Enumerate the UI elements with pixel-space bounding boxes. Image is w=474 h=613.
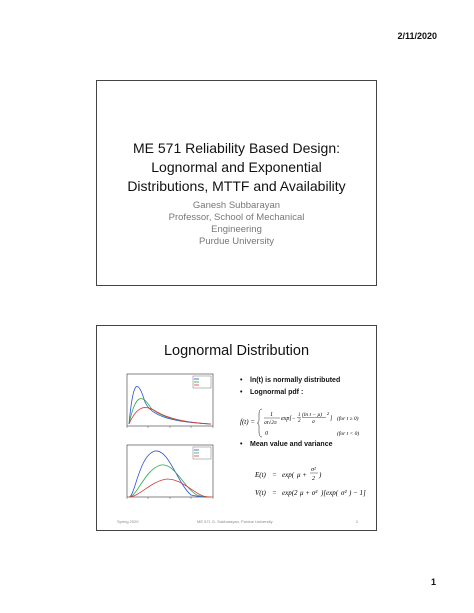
slide-subtitle: Ganesh Subbarayan Professor, School of M… (97, 200, 376, 248)
pdf-curve-1 (128, 386, 212, 425)
lognormal-pdf-formula: f(t) = 1 σt√2π exp[− 1 2 (ln t − μ) σ 2 … (240, 406, 370, 442)
author-name: Ganesh Subbarayan (192, 200, 281, 211)
footer-slide-number: 2 (355, 519, 358, 524)
title-slide: ME 571 Reliability Based Design: Lognorm… (96, 80, 377, 286)
pdf-plot-bottom-svg (126, 444, 214, 499)
svg-text:(ln t − μ): (ln t − μ) (302, 411, 322, 418)
variance-formula-svg: V(t) = exp(2 μ + σ² )[exp( σ² ) − 1] (255, 489, 366, 497)
pdf-curve-3 (128, 478, 212, 498)
footer-course: ME 571 G. Subbarayan, Purdue University (197, 519, 273, 524)
svg-text:μ +: μ + (297, 471, 307, 479)
author-affiliation: Purdue University (199, 236, 274, 247)
author-position: Engineering (211, 224, 262, 235)
pdf-curve-3 (128, 407, 212, 425)
pdf-plot-top (121, 372, 217, 432)
mean-formula: E(t) = exp( μ + σ² 2 ) (254, 464, 365, 486)
svg-text:1: 1 (298, 413, 301, 418)
svg-text:σ²: σ² (311, 467, 316, 473)
svg-text:): ) (318, 471, 322, 479)
svg-text:]: ] (329, 416, 333, 422)
bullet-item: ln(t) is normally distributed (240, 376, 340, 385)
footer-date: Spring 2020 (117, 519, 139, 524)
page-number: 1 (430, 577, 436, 587)
svg-text:E(t): E(t) (255, 471, 267, 479)
svg-text:(for t ≥ 0): (for t ≥ 0) (337, 415, 359, 422)
svg-text:=: = (272, 471, 277, 479)
mean-formula-svg: E(t) = exp( μ + σ² 2 ) (254, 467, 322, 482)
svg-text:2: 2 (312, 476, 315, 482)
svg-text:1: 1 (270, 412, 273, 418)
svg-text:μ + σ²: μ + σ² (300, 489, 318, 497)
slide-title: Lognormal Distribution (163, 343, 310, 359)
svg-text:2: 2 (327, 411, 330, 416)
pdf-formula-svg: f(t) = 1 σt√2π exp[− 1 2 (ln t − μ) σ 2 … (240, 408, 359, 438)
pdf-curve-1 (128, 450, 212, 498)
svg-text:σ: σ (312, 419, 315, 425)
svg-text:)[exp(: )[exp( (320, 489, 339, 497)
title-line: Distributions, MTTF and Availability (127, 178, 346, 194)
svg-text:exp[−: exp[− (281, 416, 296, 422)
pdf-plot-top-svg (126, 373, 214, 428)
svg-text:2: 2 (298, 419, 301, 424)
title-line: Lognormal and Exponential (151, 159, 322, 175)
bullet-item: Mean value and variance (240, 440, 332, 449)
variance-formula: V(t) = exp(2 μ + σ² )[exp( σ² ) − 1] (255, 485, 373, 501)
svg-text:f(t) =: f(t) = (240, 418, 255, 426)
svg-text:0: 0 (265, 431, 268, 437)
svg-text:) − 1]: ) − 1] (348, 489, 366, 497)
svg-text:V(t): V(t) (255, 489, 267, 497)
slide-title: ME 571 Reliability Based Design: Lognorm… (97, 139, 376, 196)
svg-text:=: = (272, 489, 277, 497)
pdf-plot-bottom (121, 443, 217, 503)
lognormal-slide: Lognormal Distribution (96, 325, 377, 531)
svg-text:σ²: σ² (341, 489, 347, 497)
page-date: 2/11/2020 (397, 31, 437, 41)
author-position: Professor, School of Mechanical (168, 212, 305, 223)
svg-text:(for t < 0): (for t < 0) (337, 430, 359, 437)
svg-text:σt√2π: σt√2π (264, 419, 277, 426)
bullet-item: Lognormal pdf : (240, 388, 303, 397)
title-line: ME 571 Reliability Based Design: (133, 140, 340, 156)
svg-text:exp(: exp( (282, 471, 295, 479)
svg-text:exp(2: exp(2 (282, 489, 298, 497)
